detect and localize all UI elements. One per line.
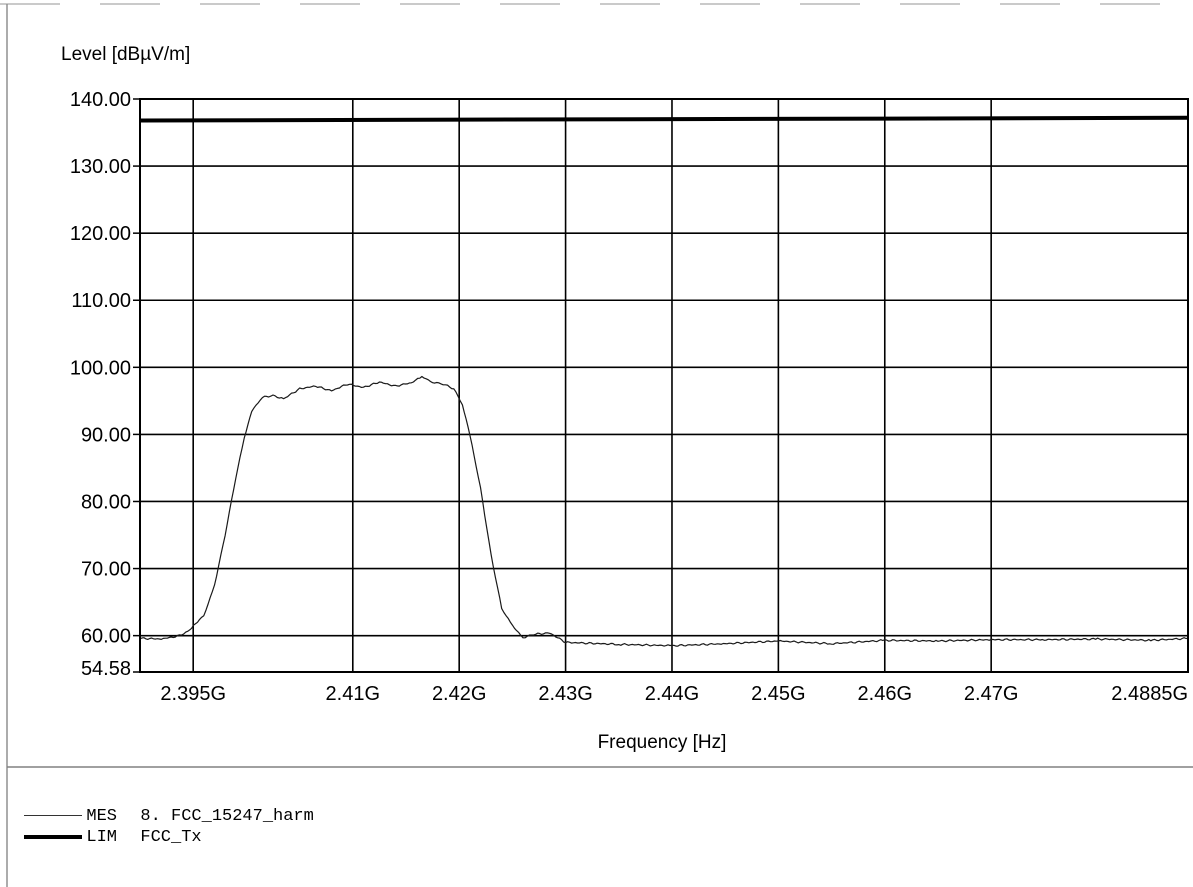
y-tick-label: 90.00: [81, 424, 131, 446]
x-tick-label: 2.45G: [751, 683, 805, 705]
y-tick-label: 100.00: [70, 357, 131, 379]
grid-lines: [140, 99, 1188, 672]
x-tick-label: 2.47G: [964, 683, 1018, 705]
legend-entry-lim: LIM FCC_Tx: [4, 808, 202, 847]
x-tick-label: 2.46G: [858, 683, 912, 705]
plot-border: [139, 98, 1189, 673]
x-tick-labels: 2.395G 2.41G 2.42G 2.43G 2.44G 2.45G 2.46G 2.47…: [160, 683, 1188, 705]
legend-series-text: 8. FCC_15247_harm: [140, 807, 314, 826]
y-tick-labels: 140.00 130.00 120.00 110.00 100.00 90.00 80.00…: [70, 89, 140, 680]
x-axis-label: Frequency [Hz]: [598, 732, 727, 753]
legend-entry-mes: MES 8. FCC_15247_harm: [4, 787, 314, 826]
plot-background: [140, 99, 1188, 672]
x-tick-label: 2.43G: [538, 683, 592, 705]
legend-series-text: FCC_Tx: [140, 828, 202, 847]
series-layer: [139, 115, 1189, 647]
x-tick-label: 2.41G: [326, 683, 380, 705]
y-tick-label: 54.58: [81, 658, 131, 680]
series-lim-line: [139, 115, 1189, 123]
plot-area: [139, 98, 1189, 673]
y-axis-label: Level [dBµV/m]: [61, 44, 190, 65]
y-tick-label: 130.00: [70, 156, 131, 178]
legend-series-name: LIM: [86, 828, 118, 847]
y-tick-label: 80.00: [81, 491, 131, 513]
x-tick-label: 2.42G: [432, 683, 486, 705]
y-tick-label: 60.00: [81, 626, 131, 648]
y-tick-label: 120.00: [70, 223, 131, 245]
legend-swatch-lim: [24, 834, 83, 839]
legend-swatch-mes: [24, 815, 83, 817]
x-tick-label: 2.44G: [645, 683, 699, 705]
y-tick-label: 110.00: [71, 290, 131, 312]
y-tick-label: 70.00: [81, 559, 131, 581]
x-tick-label: 2.4885G: [1111, 683, 1188, 705]
y-tick-label: 140.00: [70, 89, 131, 111]
series-mes-line: [139, 375, 1189, 647]
legend-series-name: MES: [86, 807, 118, 826]
x-tick-label: 2.395G: [160, 683, 226, 705]
